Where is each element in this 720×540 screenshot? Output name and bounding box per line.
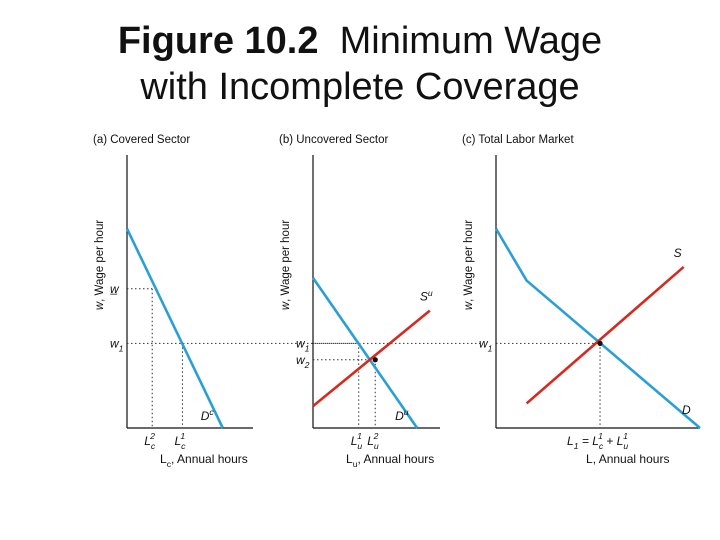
x-axis-label: Lc​, Annual hours — [160, 452, 248, 469]
equilibrium-point — [372, 357, 378, 363]
x-axis-label: L, Annual hours — [586, 452, 669, 466]
slide-title: Figure 10.2 Minimum Wage with Incomplete… — [0, 18, 720, 110]
series-supply — [525, 265, 685, 405]
series-demand — [125, 228, 224, 429]
series-demand — [494, 228, 701, 429]
equilibrium-point — [597, 340, 603, 346]
y-tick-label: w1​ — [110, 336, 124, 353]
figure-number: Figure 10.2 — [117, 20, 319, 62]
panel-title: (a) Covered Sector — [93, 134, 190, 146]
series-label: Su​ — [420, 288, 433, 304]
panel-2: (b) Uncovered Sector w, Wage per hour Lu​,… — [279, 134, 440, 469]
panel-3: (c) Total Labor Market w, Wage per hour L,… — [462, 134, 701, 466]
title-line-1: Figure 10.2 Minimum Wage — [0, 18, 720, 64]
x-tick-label: Lu2​ — [367, 431, 379, 451]
y-tick-label: w2​ — [296, 353, 310, 370]
x-tick-label: Lc2​ — [144, 431, 156, 451]
y-tick-label: w1​ — [479, 336, 493, 353]
y-axis-label: w, Wage per hour — [94, 220, 106, 311]
y-tick-label: w1​ — [296, 336, 310, 353]
panel-1: (a) Covered Sector w, Wage per hour Lc​, A… — [93, 134, 480, 469]
series-label: S — [674, 246, 682, 260]
x-tick-label: L1​ = Lc1​ + Lu1​ — [567, 431, 628, 451]
y-tick-label: w̲ — [110, 282, 120, 296]
panel-title: (c) Total Labor Market — [462, 134, 574, 146]
x-axis-label: Lu​, Annual hours — [346, 452, 434, 469]
title-line-1-text: Minimum Wage — [339, 20, 603, 62]
x-tick-label: Lu1​ — [351, 431, 363, 451]
panel-title: (b) Uncovered Sector — [279, 134, 388, 146]
title-line-2: with Incomplete Coverage — [140, 66, 580, 108]
series-supply — [312, 309, 431, 408]
y-axis-label: w, Wage per hour — [280, 220, 292, 311]
y-axis-label: w, Wage per hour — [463, 220, 475, 311]
series-label: D — [682, 403, 691, 417]
series-label: Du​ — [395, 407, 409, 423]
series-demand — [311, 277, 419, 429]
series-label: Dc​ — [201, 407, 215, 423]
x-tick-label: Lc1​ — [174, 431, 186, 451]
